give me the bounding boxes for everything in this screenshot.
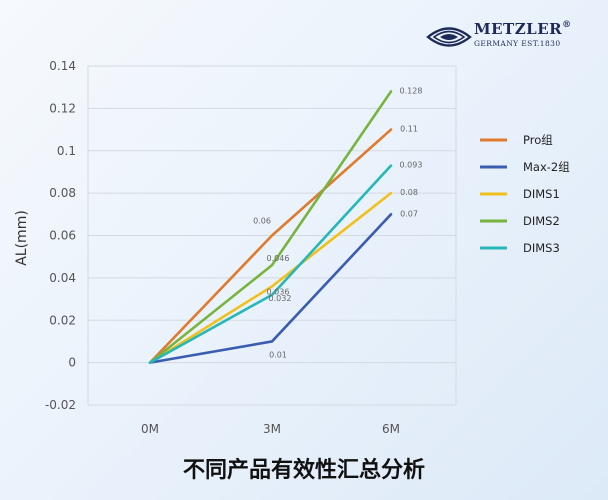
grid [87, 65, 457, 406]
y-tick-label: 0 [68, 356, 76, 370]
y-tick-label: 0.1 [57, 144, 76, 158]
series-lines [148, 90, 393, 364]
data-label: 0.036 [267, 287, 290, 296]
data-label: 0.08 [400, 188, 418, 197]
y-tick-label: 0.06 [49, 229, 76, 243]
series-line-DIMS2 [148, 90, 393, 364]
y-axis-label: AL(mm) [14, 210, 30, 266]
data-label: 0.06 [253, 217, 271, 226]
data-label: 0.046 [267, 254, 290, 263]
legend-label: Pro组 [523, 133, 553, 147]
legend: Pro组 Max-2组 DIMS1 DIMS2 DIMS3 [480, 133, 570, 255]
series-line-Pro组 [148, 128, 393, 364]
y-tick-label: 0.04 [49, 271, 76, 285]
data-labels: 0.06 0.11 0.01 0.07 0.036 0.08 0.046 0.128 0.032… [253, 86, 422, 359]
data-label: 0.07 [400, 209, 418, 218]
y-tick-label: 0.14 [49, 59, 76, 73]
data-label: 0.11 [400, 125, 418, 134]
data-label: 0.093 [400, 161, 423, 170]
data-label: 0.128 [400, 86, 423, 95]
legend-label: Max-2组 [523, 160, 570, 174]
y-tick-label: 0.08 [49, 186, 76, 200]
brand: METZLER® GERMANY EST.1830 [426, 18, 586, 54]
brand-name: METZLER® [474, 20, 572, 38]
legend-label: DIMS2 [523, 214, 560, 228]
chart-caption: 不同产品有效性汇总分析 [182, 458, 425, 483]
axes: -0.02 0 0.02 0.04 0.06 0.08 0.1 0.12 0.14 0M 3M 6M [45, 59, 400, 436]
data-label: 0.01 [269, 350, 287, 359]
x-tick-label: 3M [263, 422, 281, 436]
y-tick-label: 0.12 [49, 101, 76, 115]
y-tick-label: 0.02 [49, 313, 76, 327]
legend-label: DIMS1 [523, 187, 560, 201]
series-line-DIMS1 [148, 191, 393, 364]
x-tick-label: 6M [382, 422, 400, 436]
x-tick-label: 0M [141, 422, 159, 436]
series-line-Max-2组 [148, 213, 393, 364]
legend-label: DIMS3 [523, 241, 560, 255]
series-line-DIMS3 [148, 164, 393, 364]
data-label: 0.032 [269, 294, 292, 303]
y-tick-label: -0.02 [45, 398, 76, 412]
metzler-logo-icon [426, 27, 472, 47]
brand-subtitle: GERMANY EST.1830 [474, 39, 561, 48]
